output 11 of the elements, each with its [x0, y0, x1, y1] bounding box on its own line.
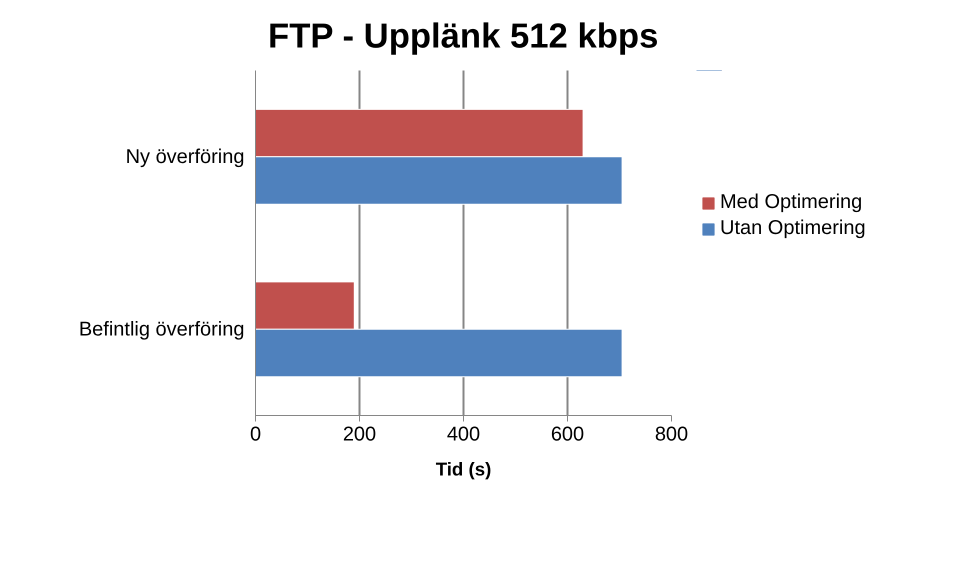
y-tick-label: Befintlig överföring — [78, 318, 245, 340]
y-tick-label: Ny överföring — [126, 146, 244, 168]
x-tick-label: 800 — [654, 424, 688, 446]
chart-title: FTP - Upplänk 512 kbps — [268, 18, 658, 56]
legend-label: Utan Optimering — [720, 217, 866, 240]
x-tick-label: 0 — [250, 424, 262, 446]
x-tick-label: 400 — [446, 424, 480, 446]
x-axis-title: Tid (s) — [436, 458, 492, 480]
x-tick-label: 200 — [342, 424, 376, 446]
x-tick-label: 600 — [550, 424, 584, 446]
legend-label: Med Optimering — [720, 191, 862, 214]
